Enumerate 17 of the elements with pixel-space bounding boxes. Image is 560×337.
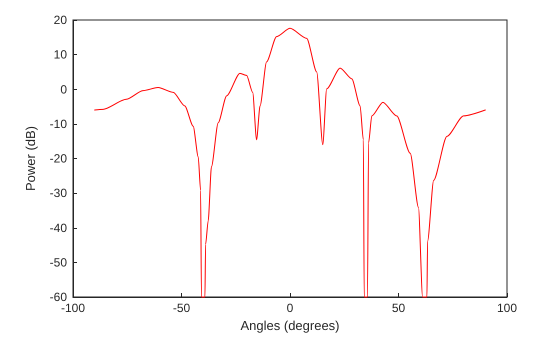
x-axis-title: Angles (degrees) — [240, 318, 340, 333]
y-tick-label: -30 — [50, 186, 68, 200]
x-tick-label: -100 — [60, 301, 86, 315]
y-tick-label: 20 — [54, 13, 68, 27]
y-axis-title: Power (dB) — [23, 126, 38, 192]
y-tick-label: -50 — [50, 255, 68, 270]
x-tick-label: -50 — [172, 301, 190, 315]
y-tick-label: -10 — [50, 116, 68, 131]
y-tick-label: -60 — [50, 290, 68, 304]
x-tick-label: 100 — [496, 301, 518, 315]
y-tick-label: -20 — [50, 152, 68, 166]
y-tick-label: -40 — [50, 220, 68, 235]
x-tick-label: 50 — [392, 301, 406, 315]
y-tick-label: 0 — [60, 82, 68, 96]
x-tick-label: 0 — [286, 301, 294, 315]
line-series — [94, 28, 486, 298]
y-tick-label: 10 — [54, 48, 68, 62]
